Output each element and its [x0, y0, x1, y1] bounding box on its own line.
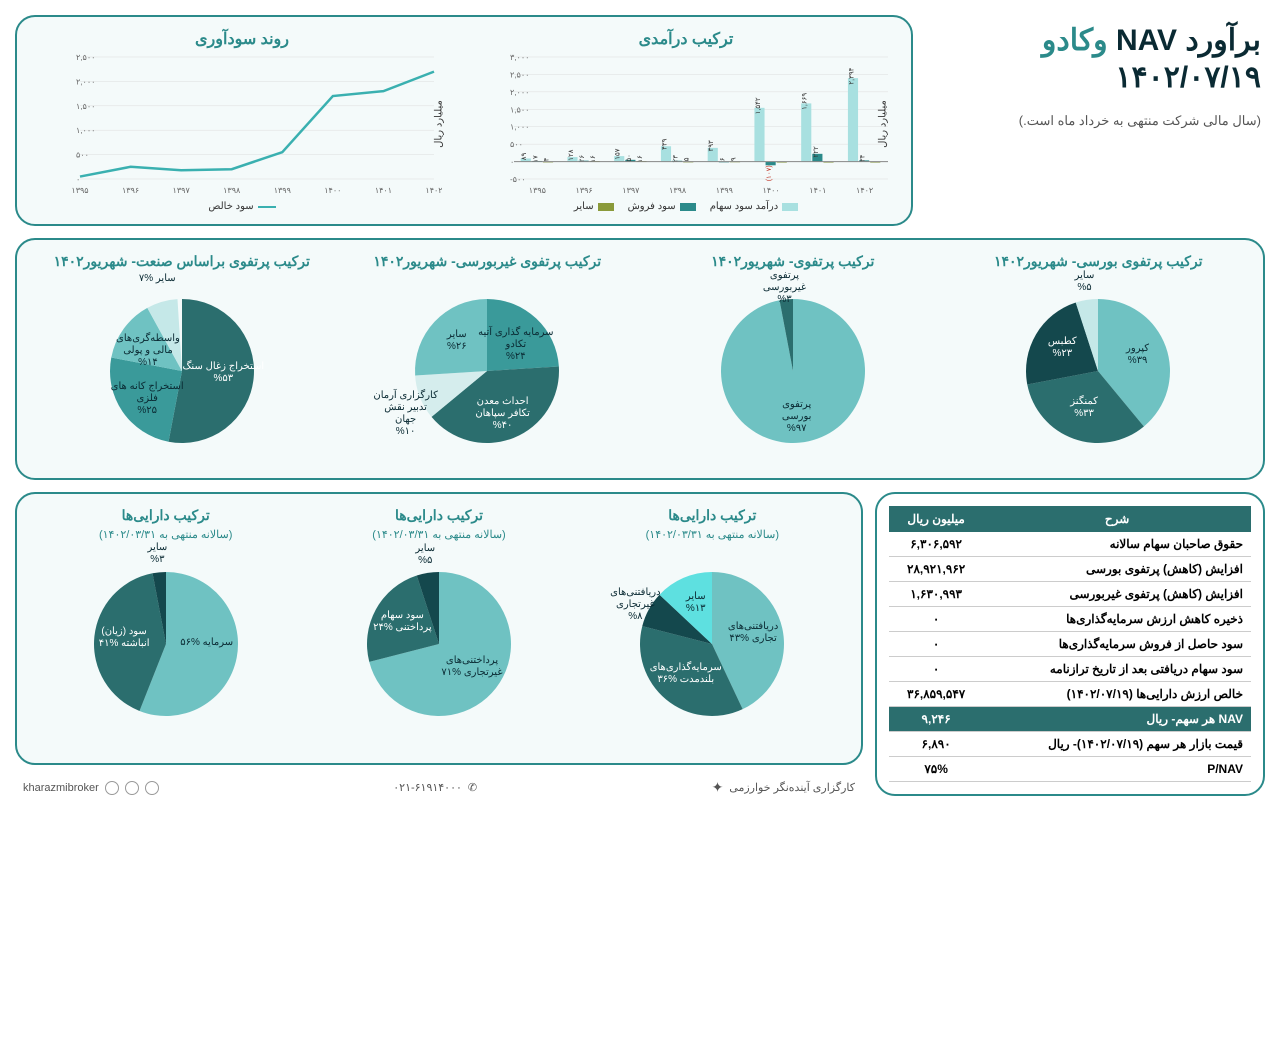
table-row: P/NAV۷۵%: [889, 757, 1251, 782]
nav-th-value: میلیون ریال: [889, 506, 983, 532]
table-row: حقوق صاحبان سهام سالانه۶,۳۰۶,۵۹۲: [889, 532, 1251, 557]
svg-text:۴: ۴: [544, 157, 551, 161]
svg-text:۲,۵۰۰: ۲,۵۰۰: [76, 53, 95, 62]
pie-title: ترکیب پرتفوی براساس صنعت- شهریور۱۴۰۲: [29, 252, 335, 270]
svg-text:۲,۰۰۰: ۲,۰۰۰: [76, 77, 95, 86]
svg-text:۲۲۲: ۲۲۲: [813, 146, 820, 158]
svg-text:۱,۵۰۰: ۱,۵۰۰: [76, 102, 95, 111]
svg-text:۱۴۰۱: ۱۴۰۱: [375, 186, 392, 195]
svg-text:۳۹۳: ۳۹۳: [708, 140, 715, 152]
revenue-chart: ۵۰۰- ۰ ۵۰۰ ۱,۰۰۰ ۱,۵۰۰ ۲,۰۰۰ ۲,۵۰۰ ۳,۰۰۰ ۱۳۹۵ ۸۹ ۱…: [476, 49, 896, 199]
svg-text:۳۴: ۳۴: [860, 154, 867, 162]
footer-brand: کارگزاری آینده‌نگر خوارزمی: [729, 781, 855, 794]
title-part2: وکادو: [1042, 24, 1108, 57]
header-date: ۱۴۰۲/۰۷/۱۹: [925, 60, 1261, 95]
svg-text:۱۳۹۸: ۱۳۹۸: [669, 186, 687, 195]
svg-text:۱۴۰۰: ۱۴۰۰: [763, 186, 780, 195]
svg-text:۲,۳۹۴: ۲,۳۹۴: [848, 67, 855, 84]
header-note: (سال مالی شرکت منتهی به خرداد ماه است.): [925, 113, 1261, 129]
svg-text:۲,۰۰۰: ۲,۰۰۰: [510, 88, 529, 97]
svg-text:۱,۵۴۲: ۱,۵۴۲: [755, 97, 762, 114]
pie-title: ترکیب پرتفوی غیربورسی- شهریور۱۴۰۲: [335, 252, 641, 270]
revenue-legend: درآمد سود سهامسود فروشسایر: [473, 201, 899, 212]
social-icon: [125, 781, 139, 795]
social-icon: [105, 781, 119, 795]
table-row: افزایش (کاهش) پرتفوی بورسی۲۸,۹۲۱,۹۶۲: [889, 557, 1251, 582]
svg-text:۵۰۰: ۵۰۰: [510, 140, 523, 149]
svg-text:۰: ۰: [76, 175, 80, 184]
footer-social: kharazmibroker: [23, 782, 99, 794]
svg-text:۵۰: ۵۰: [626, 154, 633, 162]
nav-table: شرح میلیون ریال حقوق صاحبان سهام سالانه۶…: [889, 506, 1251, 782]
pie-title: ترکیب دارایی‌ها(سالانه منتهی به ۱۴۰۲/۰۳/…: [29, 506, 302, 542]
svg-text:۱۳۹۹: ۱۳۹۹: [716, 186, 733, 195]
svg-text:۱۴۰۲: ۱۴۰۲: [425, 186, 442, 195]
svg-text:۵۰۰-: ۵۰۰-: [510, 175, 526, 184]
svg-text:۱۳۹۷: ۱۳۹۷: [173, 186, 191, 195]
svg-text:۵۰۰: ۵۰۰: [76, 151, 89, 160]
revenue-title: ترکیب درآمدی: [473, 29, 899, 49]
footer: کارگزاری آینده‌نگر خوارزمی✦ ✆۰۲۱-۶۱۹۱۴۰۰…: [15, 779, 863, 796]
table-row: ذخیره کاهش ارزش سرمایه‌گذاری‌ها۰: [889, 607, 1251, 632]
svg-text:۰: ۰: [510, 158, 514, 167]
title-nav: NAV: [1116, 24, 1177, 57]
svg-text:۱,۰۰۰: ۱,۰۰۰: [510, 123, 529, 132]
table-row: سود سهام دریافتی بعد از تاریخ ترازنامه۰: [889, 657, 1251, 682]
svg-text:۱,۰۰۰: ۱,۰۰۰: [76, 126, 95, 135]
svg-text:۱۳۹۵: ۱۳۹۵: [71, 186, 88, 195]
table-row: افزایش (کاهش) پرتفوی غیربورسی۱,۶۳۰,۹۹۳: [889, 582, 1251, 607]
footer-phone: ۰۲۱-۶۱۹۱۴۰۰۰: [393, 781, 462, 794]
svg-text:۵: ۵: [684, 157, 691, 161]
svg-text:۱۳۹۶: ۱۳۹۶: [576, 186, 593, 195]
social-icon: [145, 781, 159, 795]
svg-text:۱۳۹۹: ۱۳۹۹: [274, 186, 291, 195]
pie-title: ترکیب دارایی‌ها(سالانه منتهی به ۱۴۰۲/۰۳/…: [576, 506, 849, 542]
profit-title: روند سودآوری: [29, 29, 455, 49]
profit-legend: سود خالص: [29, 201, 455, 212]
svg-text:۱۴۰۰: ۱۴۰۰: [324, 186, 341, 195]
svg-text:۱۳۹۸: ۱۳۹۸: [223, 186, 241, 195]
svg-text:۱۳۹۶: ۱۳۹۶: [122, 186, 139, 195]
table-row: قیمت بازار هر سهم (۱۴۰۲/۰۷/۱۹)- ریال۶,۸۹…: [889, 732, 1251, 757]
pie-title: ترکیب دارایی‌ها(سالانه منتهی به ۱۴۰۲/۰۳/…: [302, 506, 575, 542]
nav-th-label: شرح: [983, 506, 1251, 532]
svg-text:(۱۰۷): (۱۰۷): [766, 165, 773, 181]
svg-text:۳,۰۰۰: ۳,۰۰۰: [510, 53, 529, 62]
svg-text:۱۴۰۱: ۱۴۰۱: [809, 186, 826, 195]
svg-text:۱,۵۰۰: ۱,۵۰۰: [510, 105, 529, 114]
table-row: NAV هر سهم- ریال۹,۲۴۶: [889, 707, 1251, 732]
profit-ylabel: میلیارد ریال: [434, 100, 445, 148]
table-row: سود حاصل از فروش سرمایه‌گذاری‌ها۰: [889, 632, 1251, 657]
svg-text:۲,۵۰۰: ۲,۵۰۰: [510, 70, 529, 79]
svg-text:۱۲۸: ۱۲۸: [568, 149, 575, 161]
svg-text:۱,۶۶۹: ۱,۶۶۹: [802, 93, 809, 110]
svg-text:۱۵۷: ۱۵۷: [615, 148, 622, 160]
phone-icon: ✆: [468, 781, 477, 794]
svg-text:۹: ۹: [731, 157, 738, 161]
svg-text:۸۹: ۸۹: [521, 152, 528, 160]
svg-text:۶: ۶: [719, 157, 726, 161]
title-part1: برآورد: [1185, 24, 1261, 57]
pie-title: ترکیب پرتفوی- شهریور۱۴۰۲: [640, 252, 946, 270]
svg-text:۱۳۹۵: ۱۳۹۵: [529, 186, 546, 195]
svg-text:۱۴۰۲: ۱۴۰۲: [856, 186, 873, 195]
pie-title: ترکیب پرتفوی بورسی- شهریور۱۴۰۲: [946, 252, 1252, 270]
svg-text:۱۳۹۷: ۱۳۹۷: [622, 186, 640, 195]
table-row: خالص ارزش دارایی‌ها (۱۴۰۲/۰۷/۱۹)۳۶,۸۵۹,۵…: [889, 682, 1251, 707]
profit-chart: ۰ ۵۰۰ ۱,۰۰۰ ۱,۵۰۰ ۲,۰۰۰ ۲,۵۰۰ ۱۳۹۵ ۱۳۹۶ ۱۳۹۷ ۱۳۹۸…: [42, 49, 442, 199]
svg-text:۴۳۹: ۴۳۹: [661, 138, 668, 150]
revenue-ylabel: میلیارد ریال: [878, 100, 889, 148]
